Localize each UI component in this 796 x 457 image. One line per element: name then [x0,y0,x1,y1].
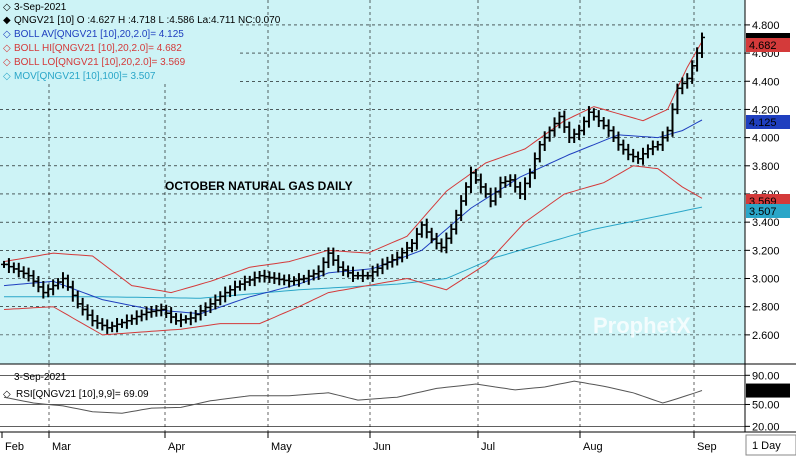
header-mov-icon: ◇ [3,71,11,82]
header-boll-av-icon: ◇ [3,29,11,40]
header-ohlc: QNGV21 [10] O :4.627 H :4.718 L :4.586 L… [14,15,281,26]
rsi-current-label: 69.09 [749,386,777,398]
header-legend: ◇ 3-Sep-2021 ◆ QNGV21 [10] O :4.627 H :4… [0,0,281,84]
header-boll-hi: BOLL HI[QNGV21 [10],20,2.0]= 4.682 [14,43,182,54]
month-label: Sep [697,441,717,453]
price-marker: 3.507 [746,204,790,218]
price-marker-label: 4.682 [749,40,777,52]
period-label[interactable]: 1 Day [752,440,781,452]
price-marker-label: 3.507 [749,206,777,218]
watermark: ProphetX [593,313,691,338]
header-date-icon: ◇ [3,2,11,13]
rsi-tick-label: 50.00 [752,399,780,411]
header-boll-lo-icon: ◇ [3,57,11,68]
rsi-date: 3-Sep-2021 [14,372,67,383]
month-label: Aug [583,441,603,453]
rsi-marker: 69.09 [746,384,790,398]
price-marker: 4.682 [746,38,790,52]
month-label: Jul [481,441,495,453]
month-label: Feb [5,441,24,453]
month-label: May [271,441,292,453]
rsi-label: RSI[QNGV21 [10],9,9]= 69.09 [16,389,149,400]
price-marker-label: 4.125 [749,117,777,129]
header-boll-av: BOLL AV[QNGV21 [10],20,2.0]= 4.125 [14,29,184,40]
price-tick-label: 4.800 [752,20,780,32]
price-tick-label: 2.800 [752,302,780,314]
rsi-tick-label: 90.00 [752,370,780,382]
month-label: Mar [52,441,71,453]
price-tick-label: 3.800 [752,161,780,173]
header-boll-hi-icon: ◇ [3,43,11,54]
header-boll-lo: BOLL LO[QNGV21 [10],20,2.0]= 3.569 [14,57,186,68]
month-label: Apr [168,441,185,453]
header-date: 3-Sep-2021 [14,2,67,13]
price-tick-label: 3.000 [752,274,780,286]
price-tick-label: 4.400 [752,76,780,88]
header-mov: MOV[QNGV21 [10],100]= 3.507 [14,71,156,82]
price-tick-label: 3.400 [752,217,780,229]
price-marker: 4.125 [746,115,790,129]
price-tick-label: 4.200 [752,104,780,116]
header-ohlc-icon: ◆ [3,15,11,26]
price-tick-label: 3.200 [752,245,780,257]
chart-title: OCTOBER NATURAL GAS DAILY [165,179,353,193]
time-axis-bg [0,432,796,457]
price-tick-label: 2.600 [752,330,780,342]
price-tick-label: 4.000 [752,133,780,145]
month-label: Jun [373,441,391,453]
